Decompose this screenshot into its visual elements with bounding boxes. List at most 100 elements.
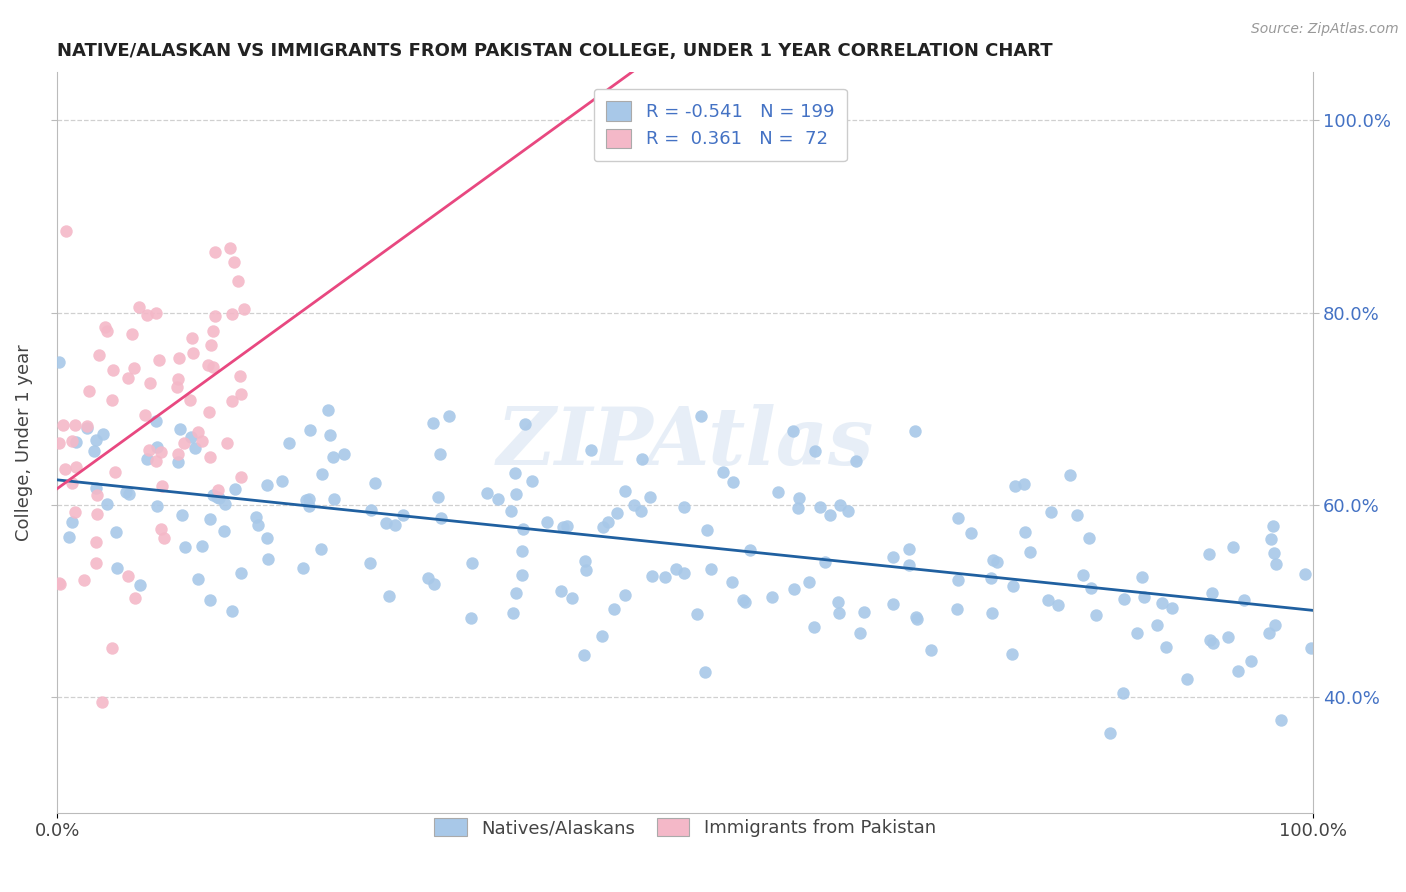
Point	[510, 567, 533, 582]
Y-axis label: College, Under 1 year: College, Under 1 year	[15, 344, 32, 541]
Point	[150, 479, 173, 493]
Point	[591, 629, 613, 643]
Point	[90, 695, 112, 709]
Point	[117, 371, 139, 385]
Point	[191, 434, 214, 448]
Point	[65, 459, 87, 474]
Point	[167, 372, 190, 386]
Point	[1216, 631, 1239, 645]
Point	[828, 606, 851, 620]
Point	[1126, 625, 1149, 640]
Point	[1066, 508, 1088, 522]
Point	[48, 355, 70, 369]
Point	[148, 353, 170, 368]
Point	[1018, 545, 1040, 559]
Point	[378, 589, 401, 603]
Point	[229, 566, 252, 581]
Point	[787, 491, 810, 505]
Point	[579, 442, 602, 457]
Point	[422, 417, 444, 431]
Point	[427, 490, 450, 504]
Point	[278, 436, 301, 450]
Point	[1071, 567, 1094, 582]
Point	[423, 577, 446, 591]
Point	[505, 585, 527, 599]
Point	[166, 380, 188, 394]
Point	[1240, 655, 1263, 669]
Point	[48, 436, 70, 450]
Point	[1156, 640, 1178, 655]
Point	[103, 363, 125, 377]
Point	[738, 542, 761, 557]
Point	[87, 348, 110, 362]
Point	[311, 467, 333, 481]
Legend: Natives/Alaskans, Immigrants from Pakistan: Natives/Alaskans, Immigrants from Pakist…	[427, 811, 943, 844]
Point	[224, 255, 246, 269]
Point	[1175, 672, 1198, 686]
Point	[221, 604, 243, 618]
Point	[316, 403, 339, 417]
Point	[1001, 579, 1024, 593]
Point	[1036, 593, 1059, 607]
Point	[696, 523, 718, 537]
Point	[416, 571, 439, 585]
Point	[136, 451, 159, 466]
Point	[139, 376, 162, 390]
Point	[60, 434, 83, 448]
Point	[214, 497, 236, 511]
Point	[1099, 725, 1122, 739]
Point	[430, 511, 453, 525]
Point	[733, 593, 755, 607]
Point	[173, 436, 195, 450]
Point	[783, 582, 806, 597]
Point	[946, 574, 969, 588]
Point	[721, 475, 744, 490]
Point	[53, 462, 76, 476]
Point	[201, 359, 224, 374]
Point	[121, 327, 143, 342]
Point	[596, 515, 619, 529]
Point	[145, 440, 167, 454]
Point	[808, 500, 831, 515]
Point	[58, 530, 80, 544]
Point	[1014, 524, 1036, 539]
Point	[979, 571, 1001, 585]
Point	[429, 447, 451, 461]
Point	[181, 346, 204, 360]
Point	[1001, 647, 1024, 661]
Point	[1114, 591, 1136, 606]
Point	[228, 369, 250, 384]
Text: ZIPAtlas: ZIPAtlas	[496, 404, 873, 482]
Point	[174, 541, 197, 555]
Point	[96, 324, 118, 338]
Point	[76, 420, 98, 434]
Point	[699, 562, 721, 576]
Point	[613, 483, 636, 498]
Point	[65, 417, 87, 432]
Point	[1264, 617, 1286, 632]
Point	[804, 444, 827, 458]
Point	[218, 241, 240, 255]
Point	[322, 450, 344, 464]
Point	[86, 488, 108, 502]
Point	[55, 224, 77, 238]
Point	[136, 308, 159, 322]
Point	[86, 507, 108, 521]
Point	[375, 516, 398, 530]
Point	[1085, 608, 1108, 623]
Point	[550, 584, 572, 599]
Point	[686, 607, 709, 622]
Point	[904, 425, 927, 439]
Point	[460, 610, 482, 624]
Point	[837, 504, 859, 518]
Point	[224, 482, 246, 496]
Point	[761, 590, 783, 604]
Point	[198, 405, 221, 419]
Point	[1161, 601, 1184, 615]
Point	[204, 244, 226, 259]
Point	[359, 556, 381, 570]
Point	[1260, 533, 1282, 547]
Point	[1222, 541, 1244, 555]
Point	[640, 569, 662, 583]
Point	[169, 421, 191, 435]
